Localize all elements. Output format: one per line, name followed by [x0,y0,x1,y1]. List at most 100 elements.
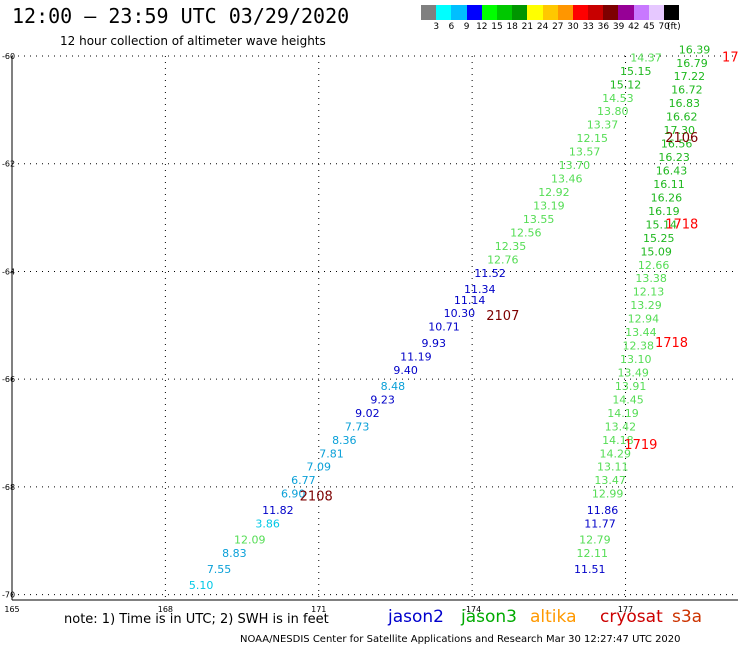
data-point-label: 12.94 [628,313,660,326]
data-point-label: 12.56 [510,226,542,239]
legend-swatch [618,5,634,20]
data-point-label: 16.26 [651,191,683,204]
data-point-label: 12.38 [623,340,655,353]
data-point-label: 12.11 [577,547,609,560]
legend-swatch [664,5,680,20]
data-point-label: 7.73 [345,420,370,433]
data-point-label: 15.14 [646,218,678,231]
chart-title: 12:00 – 23:59 UTC 03/29/2020 [12,4,350,28]
data-point-label: 16.83 [669,97,701,110]
chart-grid [12,55,738,600]
data-point-label: 15.25 [643,232,675,245]
data-point-label: 9.40 [393,364,418,377]
time-label: 2108 [300,489,333,504]
legend-swatch [451,5,467,20]
legend-swatch [436,5,452,20]
data-point-label: 11.82 [262,504,294,517]
legend-label: 70 [658,22,670,32]
data-point-label: 12.15 [577,132,609,145]
legend-swatch [466,5,482,20]
y-tick-label: -62 [2,160,15,169]
x-tick-label: 171 [311,605,326,614]
legend-label: 21 [521,22,534,32]
legend-label: 42 [628,22,640,32]
legend-label: 24 [536,22,549,32]
legend-label: 36 [597,22,610,32]
data-point-label: 13.19 [533,200,565,213]
satellite-label-s3a: s3a [672,607,703,627]
footer-credit: NOAA/NESDIS Center for Satellite Applica… [240,634,681,645]
satellite-label-jason3: jason3 [461,607,517,627]
legend-label: 30 [567,22,579,32]
y-tick-label: -70 [2,591,15,600]
time-label: 2107 [486,309,519,324]
data-point-label: 13.47 [594,474,626,487]
legend-swatch [557,5,573,20]
data-point-label: 10.71 [428,321,460,334]
data-point-label: 13.91 [615,380,647,393]
data-point-label: 13.46 [551,173,583,186]
legend-swatch [648,5,664,20]
color-legend-bar [421,5,680,20]
legend-swatch [421,5,437,20]
data-point-label: 13.10 [620,353,652,366]
y-tick-label: -66 [2,375,15,384]
data-point-label: 7.55 [207,563,232,576]
data-point-label: 6.77 [291,474,316,487]
legend-swatch [588,5,604,20]
x-tick-label: 168 [158,605,173,614]
legend-swatch [633,5,649,20]
satellite-label-cryosat: cryosat [600,607,663,627]
time-label: 2106 [665,131,698,146]
legend-swatch [572,5,589,20]
legend-label: 45 [643,22,655,32]
data-point-label: 14.19 [607,407,639,420]
data-point-label: 7.09 [307,461,332,474]
legend-label: 3 [433,22,440,32]
data-point-label: 9.23 [370,393,395,406]
time-label: 1719 [624,438,657,453]
footer-note: note: 1) Time is in UTC; 2) SWH is in fe… [64,612,329,627]
data-point-label: 17.22 [674,70,706,83]
data-point-label: 15.09 [640,245,672,258]
data-point-label: 11.14 [454,294,486,307]
data-point-label: 14.53 [602,92,634,105]
data-point-label: 13.49 [617,366,649,379]
data-point-label: 8.48 [381,380,406,393]
data-point-label: 11.52 [474,267,506,280]
data-point-label: 15.15 [620,65,652,78]
data-point-label: 12.66 [638,259,670,272]
data-point-label: 12.99 [592,488,624,501]
y-tick-label: -68 [2,483,15,492]
time-label: 1718 [655,336,688,351]
data-point-label: 9.02 [355,407,380,420]
time-label: 1718 [665,217,698,232]
data-point-label: 16.72 [671,84,703,97]
data-point-label: 13.70 [559,159,591,172]
data-point-label: 13.42 [605,420,637,433]
y-tick-label: -60 [2,52,15,61]
data-point-label: 13.80 [597,105,629,118]
chart-ticks: 165 168 171 -174 177 -60 -62 -64 -66 -68 -70 [2,52,633,614]
data-point-label: 13.44 [625,326,657,339]
data-point-label: 14.29 [600,447,632,460]
chart-data-points: 5.107.558.8312.093.8611.826.906.777.097.… [189,43,710,592]
data-point-label: 13.55 [523,213,555,226]
data-point-label: 16.39 [679,43,711,56]
data-point-label: 11.86 [587,504,619,517]
data-point-label: 8.83 [222,547,247,560]
data-point-label: 6.90 [281,488,306,501]
y-tick-label: -64 [2,267,15,276]
data-point-label: 14.37 [630,51,662,64]
legend-label: (ft) [667,22,681,32]
x-tick-label: 177 [618,605,633,614]
legend-label: 18 [506,22,518,32]
data-point-label: 12.79 [579,533,611,546]
data-point-label: 16.62 [666,111,698,124]
legend-swatch [527,5,543,20]
legend-label: 12 [476,22,488,32]
data-point-label: 8.36 [332,434,357,447]
data-point-label: 13.11 [597,461,629,474]
data-point-label: 10.30 [444,307,476,320]
data-point-label: 12.09 [234,533,266,546]
